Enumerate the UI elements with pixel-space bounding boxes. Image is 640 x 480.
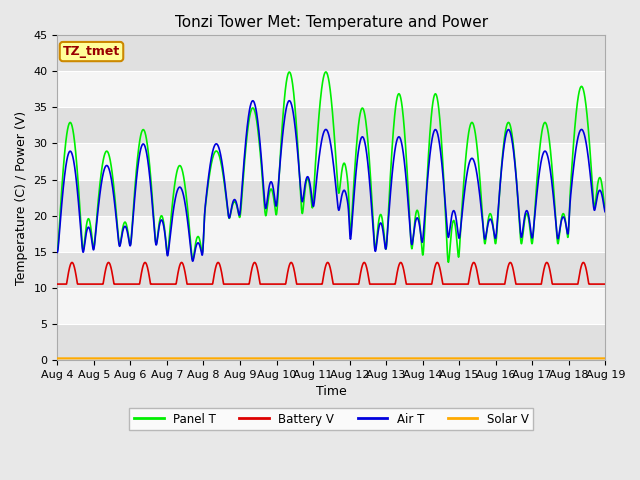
Solar V: [54, 356, 61, 361]
Y-axis label: Temperature (C) / Power (V): Temperature (C) / Power (V): [15, 110, 28, 285]
Battery V: [568, 281, 576, 287]
Solar V: [206, 356, 214, 361]
Line: Battery V: Battery V: [58, 263, 605, 284]
Panel T: [554, 238, 561, 244]
Solar V: [553, 356, 561, 361]
Air T: [207, 161, 214, 167]
Line: Air T: Air T: [58, 101, 605, 261]
Battery V: [602, 281, 609, 287]
Air T: [54, 250, 61, 255]
Battery V: [206, 281, 214, 287]
Bar: [58, 252, 605, 288]
Battery V: [359, 261, 367, 267]
Air T: [554, 234, 561, 240]
Bar: [58, 216, 605, 252]
Solar V: [490, 356, 498, 361]
Panel T: [445, 259, 452, 265]
Air T: [491, 235, 499, 240]
Panel T: [322, 69, 330, 75]
Air T: [348, 228, 355, 233]
Battery V: [491, 281, 499, 287]
Solar V: [359, 356, 367, 361]
Solar V: [568, 356, 576, 361]
Panel T: [602, 207, 609, 213]
Title: Tonzi Tower Met: Temperature and Power: Tonzi Tower Met: Temperature and Power: [175, 15, 488, 30]
Bar: [58, 288, 605, 324]
Air T: [189, 258, 196, 264]
Battery V: [553, 281, 561, 287]
Battery V: [54, 281, 61, 287]
Bar: [58, 36, 605, 72]
Air T: [360, 135, 367, 141]
X-axis label: Time: Time: [316, 385, 347, 398]
Air T: [602, 209, 609, 215]
Text: TZ_tmet: TZ_tmet: [63, 45, 120, 58]
Air T: [569, 174, 577, 180]
Panel T: [491, 239, 499, 244]
Panel T: [54, 248, 61, 253]
Bar: [58, 144, 605, 180]
Panel T: [348, 225, 355, 230]
Panel T: [206, 168, 214, 173]
Line: Panel T: Panel T: [58, 72, 605, 262]
Air T: [285, 98, 293, 104]
Battery V: [397, 260, 404, 265]
Bar: [58, 180, 605, 216]
Bar: [58, 108, 605, 144]
Battery V: [347, 281, 355, 287]
Bar: [58, 72, 605, 108]
Solar V: [602, 356, 609, 361]
Panel T: [569, 155, 577, 160]
Panel T: [359, 106, 367, 112]
Bar: [58, 324, 605, 360]
Legend: Panel T, Battery V, Air T, Solar V: Panel T, Battery V, Air T, Solar V: [129, 408, 533, 431]
Solar V: [347, 356, 355, 361]
